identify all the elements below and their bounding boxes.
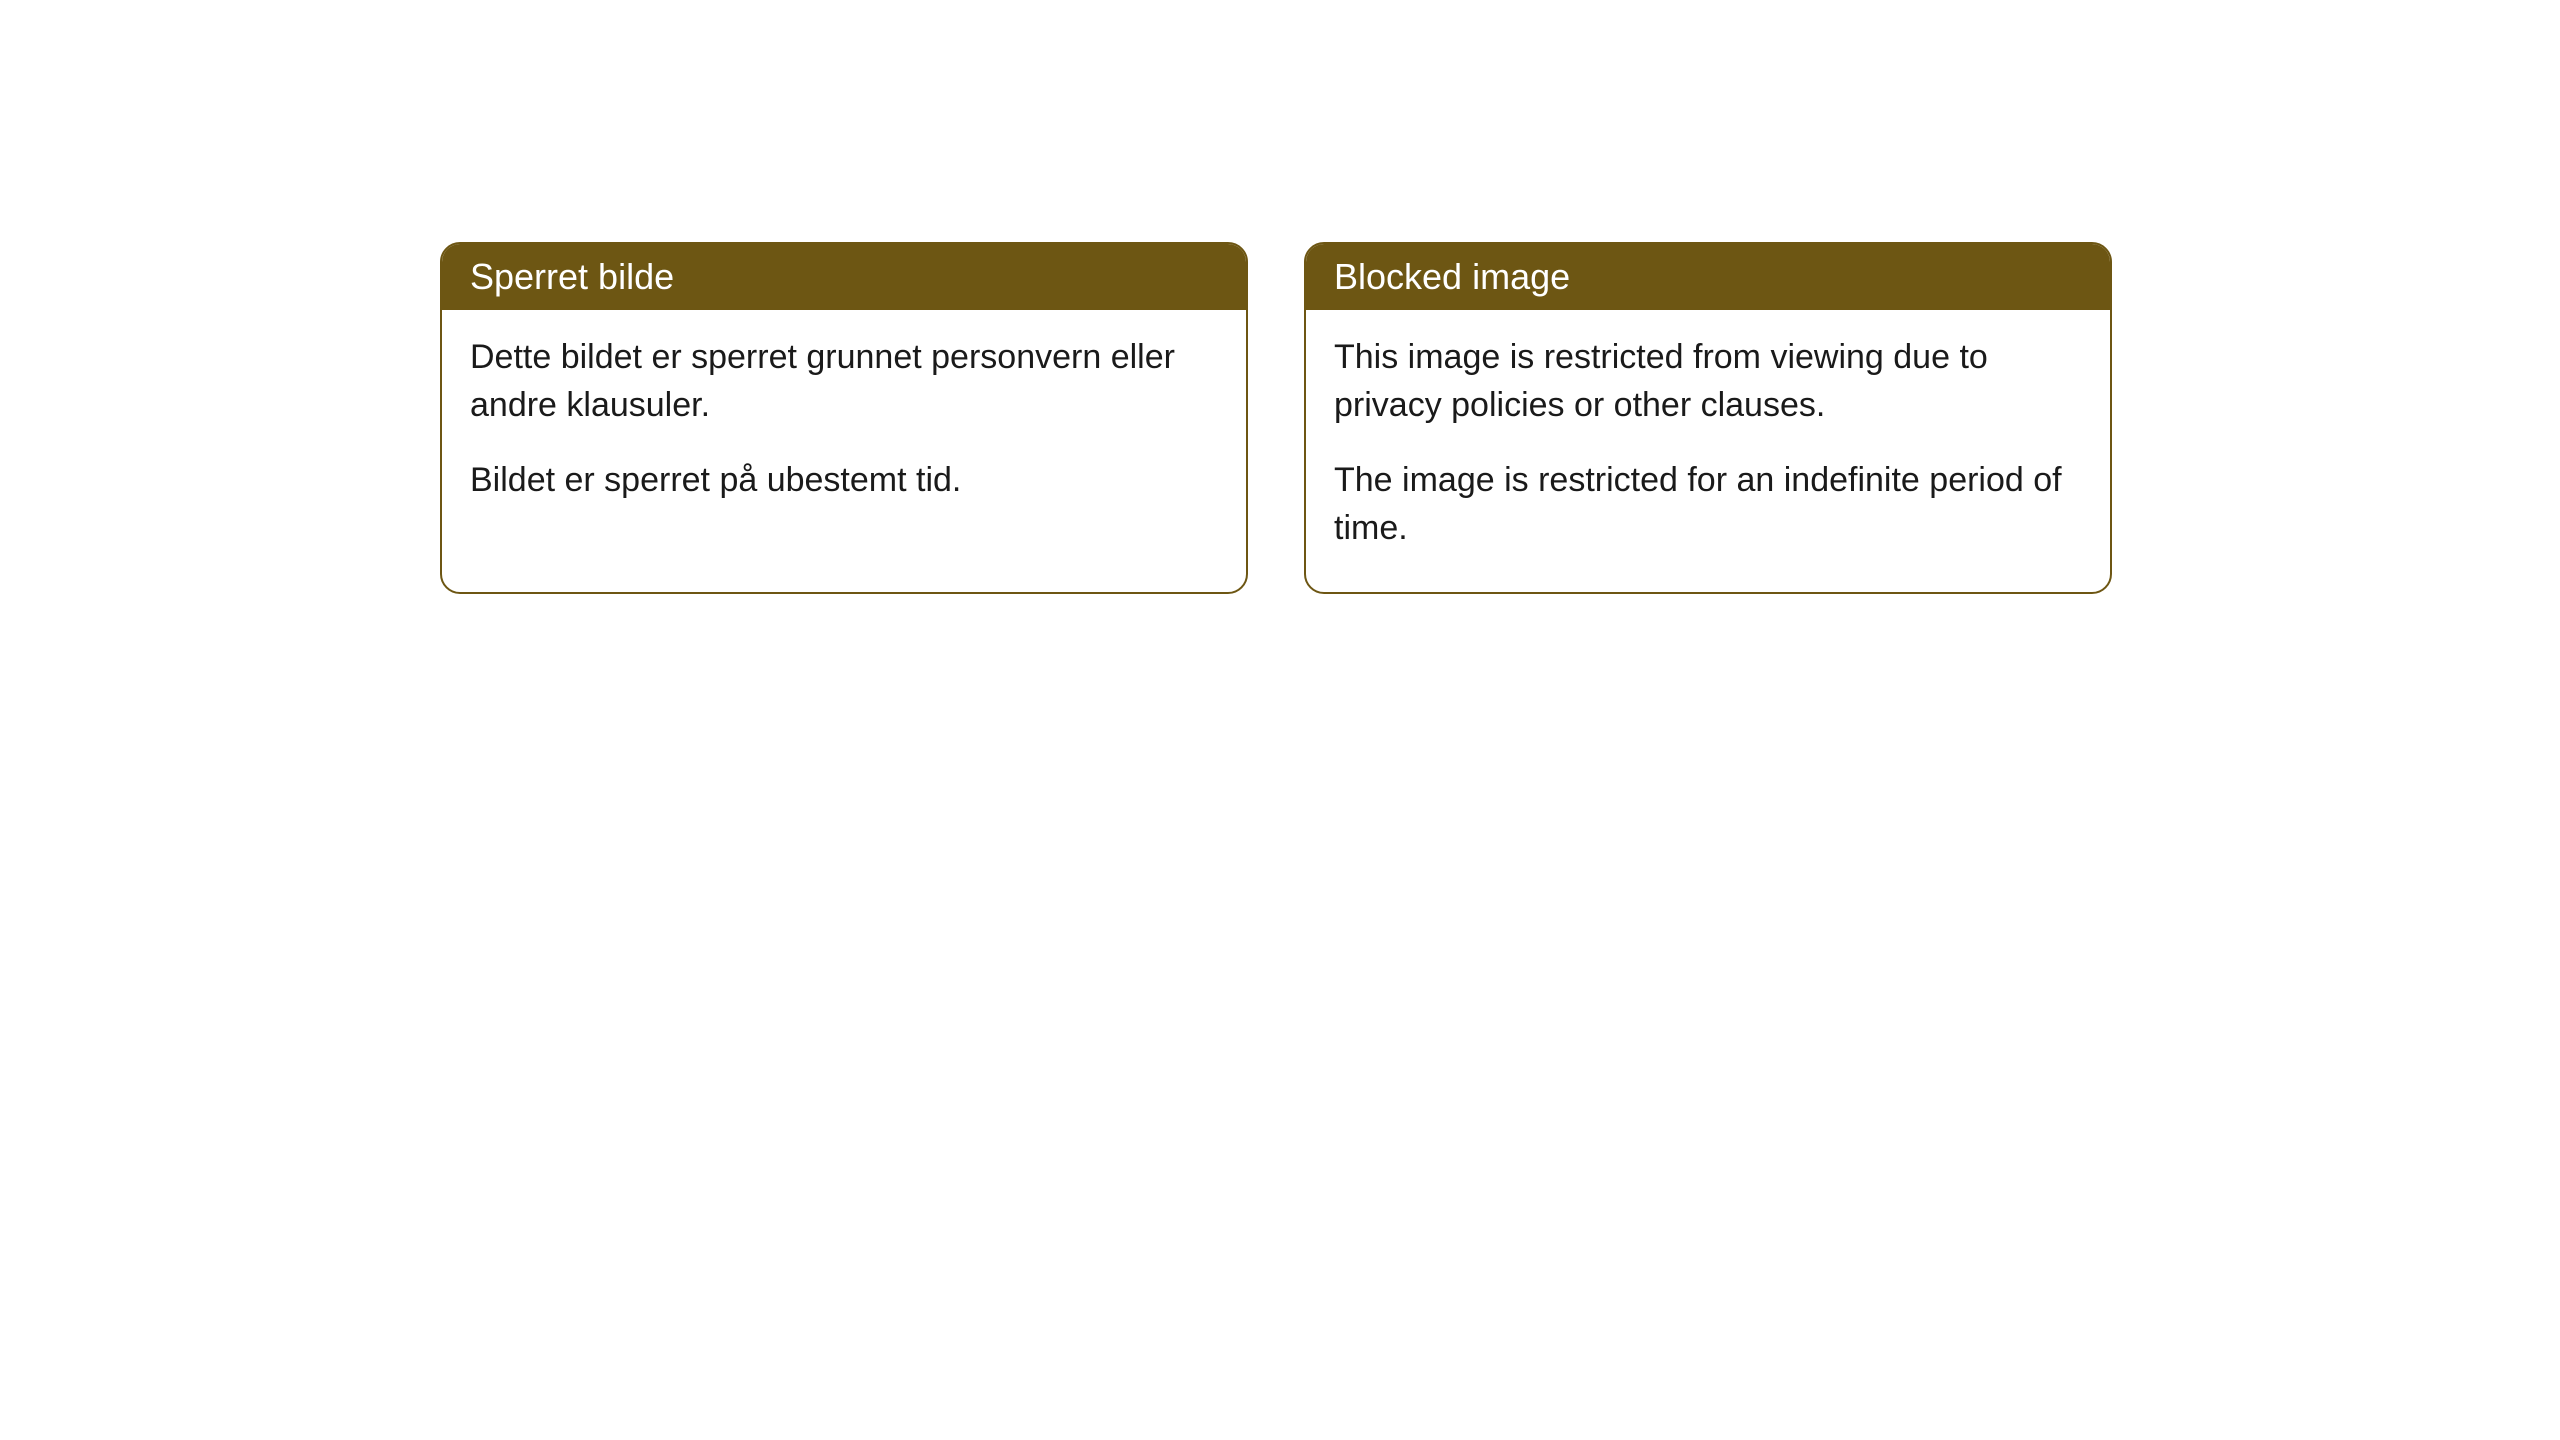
card-header: Sperret bilde xyxy=(442,244,1246,310)
card-paragraph: Dette bildet er sperret grunnet personve… xyxy=(470,334,1218,429)
card-paragraph: The image is restricted for an indefinit… xyxy=(1334,457,2082,552)
notice-cards-container: Sperret bilde Dette bildet er sperret gr… xyxy=(440,242,2112,594)
card-paragraph: This image is restricted from viewing du… xyxy=(1334,334,2082,429)
blocked-image-card-english: Blocked image This image is restricted f… xyxy=(1304,242,2112,594)
blocked-image-card-norwegian: Sperret bilde Dette bildet er sperret gr… xyxy=(440,242,1248,594)
card-body: This image is restricted from viewing du… xyxy=(1306,310,2110,592)
card-paragraph: Bildet er sperret på ubestemt tid. xyxy=(470,457,1218,505)
card-header: Blocked image xyxy=(1306,244,2110,310)
card-title: Blocked image xyxy=(1334,256,1570,297)
card-body: Dette bildet er sperret grunnet personve… xyxy=(442,310,1246,545)
card-title: Sperret bilde xyxy=(470,256,674,297)
